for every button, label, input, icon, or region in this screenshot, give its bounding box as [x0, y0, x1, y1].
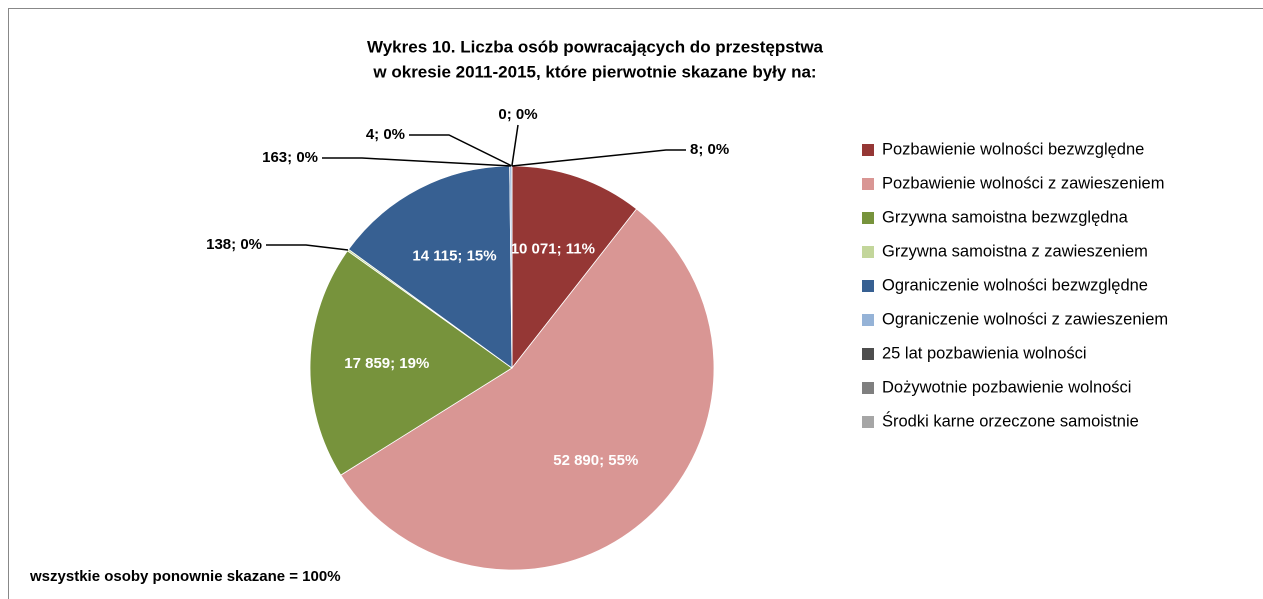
data-label: 163; 0%: [262, 149, 318, 166]
legend-swatch: [862, 246, 874, 258]
leader-line: [511, 149, 686, 167]
data-label: 14 115; 15%: [412, 248, 496, 265]
data-label: 4; 0%: [366, 126, 405, 143]
legend-swatch: [862, 178, 874, 190]
legend-swatch: [862, 382, 874, 394]
legend-label: Grzywna samoistna bezwzględna: [882, 208, 1129, 226]
data-label: 138; 0%: [206, 236, 262, 253]
pie-slice: [511, 165, 638, 370]
annotation: wszystkie osoby ponownie skazane = 100%: [29, 568, 341, 585]
legend-label: Pozbawienie wolności bezwzględne: [882, 140, 1144, 158]
legend-swatch: [862, 416, 874, 428]
legend-label: Ograniczenie wolności bezwzględne: [882, 276, 1148, 294]
leader-line: [409, 134, 513, 167]
leader-line: [511, 124, 519, 167]
chart-frame: [8, 8, 1263, 599]
data-label: 10 071; 11%: [511, 241, 595, 258]
pie-slice: [347, 165, 513, 369]
legend-swatch: [862, 348, 874, 360]
legend-swatch: [862, 212, 874, 224]
data-label: 0; 0%: [498, 106, 537, 123]
legend-swatch: [862, 280, 874, 292]
chart-title: Wykres 10. Liczba osób powracających do …: [367, 37, 824, 56]
legend-label: Dożywotnie pozbawienie wolności: [882, 378, 1131, 396]
pie-slice: [309, 250, 513, 476]
data-label: 17 859; 19%: [344, 355, 429, 372]
legend-label: Środki karne orzeczone samoistnie: [882, 411, 1139, 430]
leader-line: [266, 244, 349, 251]
legend-swatch: [862, 144, 874, 156]
leader-line: [322, 157, 511, 167]
legend-label: Grzywna samoistna z zawieszeniem: [882, 242, 1148, 260]
legend-label: Ograniczenie wolności z zawieszeniem: [882, 310, 1168, 328]
legend-label: Pozbawienie wolności z zawieszeniem: [882, 174, 1164, 192]
pie-slice: [340, 208, 715, 571]
legend-label: 25 lat pozbawienia wolności: [882, 344, 1087, 362]
data-label: 52 890; 55%: [553, 452, 638, 469]
data-label: 8; 0%: [690, 141, 729, 158]
chart-subtitle: w okresie 2011-2015, które pierwotnie sk…: [372, 62, 816, 81]
legend-swatch: [862, 314, 874, 326]
